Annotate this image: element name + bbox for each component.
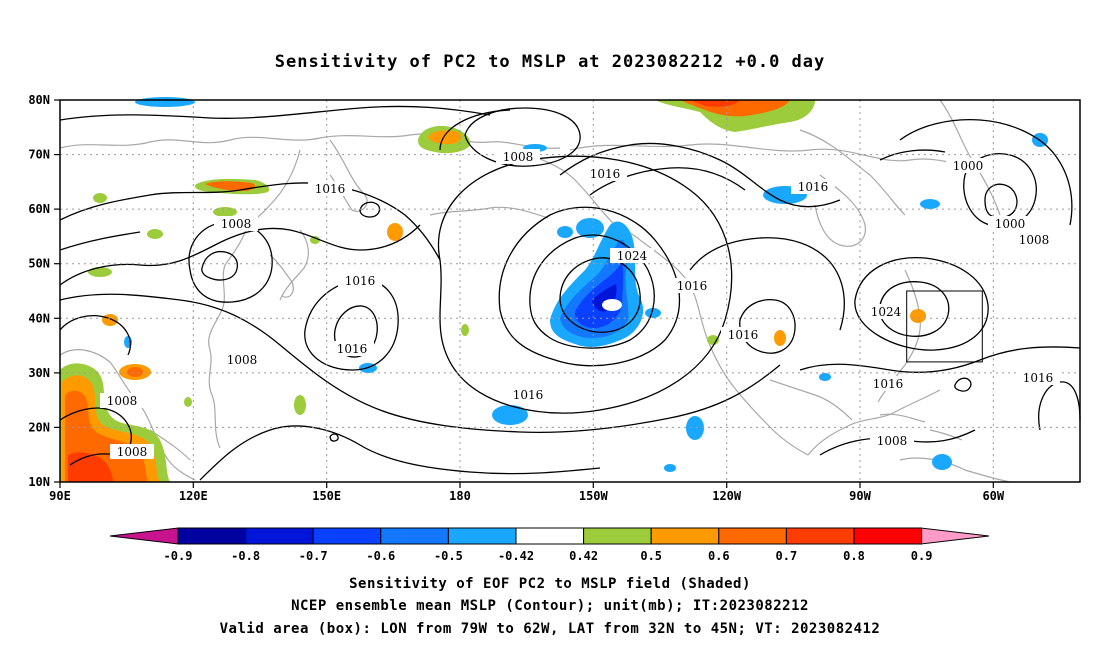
contour-labels: 1008 1016 1016 1016 1000 1008 1000 1008 … [100,149,1060,459]
colorbar-segment [245,527,314,545]
colorbar-segment [718,527,787,545]
lon-axis: 90E 120E 150E 180 150W 120W 90W 60W [49,482,1005,503]
lon-tick-label: 120W [712,489,742,503]
colorbar-label: 0.42 [569,549,598,563]
svg-text:1000: 1000 [995,217,1026,231]
colorbar-high-arrow [920,527,990,545]
svg-text:1016: 1016 [1023,371,1054,385]
colorbar-label: -0.7 [299,549,328,563]
svg-text:1016: 1016 [798,180,829,194]
svg-text:1008: 1008 [1019,233,1050,247]
contour-label: 1000 [988,216,1032,231]
svg-text:1016: 1016 [728,328,759,342]
colorbar-segment [312,527,382,545]
map-panel: 1008 1016 1016 1016 1000 1008 1000 1008 … [59,97,1081,483]
colorbar-label: 0.6 [708,549,730,563]
colorbar: -0.9 -0.8 -0.7 -0.6 -0.5 -0.42 0.42 0.5 0.6 0.7 0.… [109,527,990,563]
contour-label: 1024 [610,248,654,263]
lon-tick-label: 180 [449,489,471,503]
svg-text:1016: 1016 [337,342,368,356]
colorbar-segment [583,527,652,545]
colorbar-label: -0.5 [434,549,463,563]
colorbar-segment [380,527,449,545]
svg-text:1016: 1016 [345,274,376,288]
contour-label: 1016 [866,376,910,391]
colorbar-labels: -0.9 -0.8 -0.7 -0.6 -0.5 -0.42 0.42 0.5 0.6 0.7 0.… [164,549,933,563]
contour-label: 1008 [870,433,914,448]
contour-label: 1016 [721,327,765,342]
svg-text:1008: 1008 [227,353,258,367]
colorbar-segment [650,527,720,545]
colorbar-label: -0.8 [231,549,260,563]
contour-label: 1008 [100,393,144,408]
colorbar-segment [515,527,585,545]
contour-label: 1024 [864,304,908,319]
colorbar-label: 0.5 [640,549,662,563]
lat-tick-label: 40N [28,311,50,325]
lat-tick-label: 80N [28,93,50,107]
svg-text:1016: 1016 [677,279,708,293]
valid-area-box [906,290,983,363]
contour-label: 1016 [791,179,835,194]
svg-text:1024: 1024 [871,305,902,319]
colorbar-label: 0.8 [843,549,865,563]
contour-label: 1000 [946,158,990,173]
contour-label: 1016 [670,278,714,293]
colorbar-low-arrow [109,527,179,545]
caption-line-3: Valid area (box): LON from 79W to 62W, L… [220,621,881,637]
lon-tick-label: 150E [312,489,341,503]
colorbar-segments [177,527,923,545]
contour-label: 1016 [583,166,627,181]
colorbar-label: 0.9 [911,549,933,563]
colorbar-label: -0.6 [366,549,395,563]
svg-text:1008: 1008 [503,150,534,164]
svg-text:1008: 1008 [221,217,252,231]
colorbar-label: 0.7 [776,549,798,563]
lon-tick-label: 90E [49,489,71,503]
colorbar-label: -0.42 [498,549,534,563]
lon-tick-label: 150W [579,489,609,503]
contour-label: 1008 [214,216,258,231]
lat-tick-label: 20N [28,420,50,434]
contour-label: 1016 [330,341,374,356]
mslp-contours [59,105,1081,481]
lon-tick-label: 90W [849,489,871,503]
lat-tick-label: 10N [28,475,50,489]
colorbar-segment [447,527,517,545]
svg-text:1016: 1016 [590,167,621,181]
lat-tick-label: 30N [28,366,50,380]
lat-tick-label: 60N [28,202,50,216]
svg-text:1008: 1008 [117,445,148,459]
contour-label: 1008 [110,444,154,459]
caption-line-2: NCEP ensemble mean MSLP (Contour); unit(… [291,598,809,614]
contour-label: 1008 [1012,232,1056,247]
colorbar-segment [177,527,247,545]
contour-label: 1016 [308,181,352,196]
lon-tick-label: 120E [179,489,208,503]
colorbar-segment [785,527,855,545]
contour-label: 1016 [1016,370,1060,385]
svg-text:1008: 1008 [107,394,138,408]
caption-line-1: Sensitivity of EOF PC2 to MSLP field (Sh… [349,576,751,592]
svg-text:1024: 1024 [617,249,648,263]
colorbar-segment [853,527,923,545]
colorbar-label: -0.9 [164,549,193,563]
svg-text:1016: 1016 [315,182,346,196]
svg-text:1008: 1008 [877,434,908,448]
lat-tick-label: 50N [28,257,50,271]
lon-tick-label: 60W [982,489,1004,503]
contour-label: 1008 [220,352,264,367]
lat-lon-grid [60,100,1080,482]
lat-axis: 80N 70N 60N 50N 40N 30N 20N 10N [28,93,60,489]
contour-label: 1016 [506,387,550,402]
svg-text:1016: 1016 [513,388,544,402]
map-frame [59,99,1081,483]
lat-tick-label: 70N [28,148,50,162]
map-title: Sensitivity of PC2 to MSLP at 2023082212… [275,52,826,72]
contour-label: 1008 [496,149,540,164]
svg-text:1016: 1016 [873,377,904,391]
contour-label: 1016 [338,273,382,288]
svg-text:1000: 1000 [953,159,984,173]
